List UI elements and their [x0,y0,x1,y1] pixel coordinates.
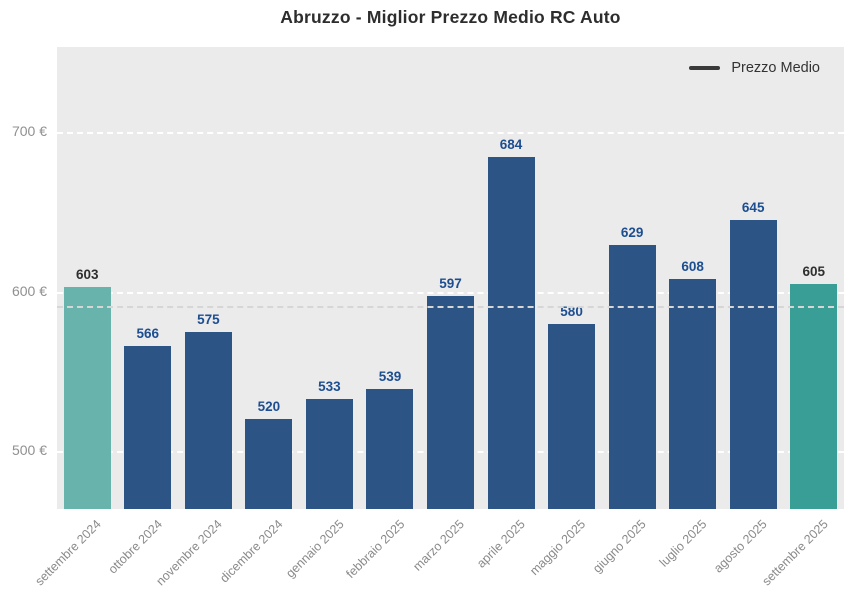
legend-line-icon [689,66,721,70]
bar-marzo-2025[interactable] [427,296,474,509]
bar-value-label: 608 [681,258,704,274]
bar-aprile-2025[interactable] [487,157,535,509]
x-axis-tick-label: marzo 2025 [410,517,468,574]
gridline-700 [57,131,844,134]
x-axis-tick-label: aprile 2025 [474,517,528,571]
x-axis-tick-label: novembre 2024 [153,517,226,589]
bar-settembre-2024[interactable] [63,286,111,509]
bar-value-label: 575 [197,311,220,327]
x-axis-tick-label: giugno 2025 [590,517,650,576]
legend-label: Prezzo Medio [731,60,820,76]
bar-value-label: 684 [499,137,523,153]
x-axis-tick-label: luglio 2025 [656,517,710,570]
average-price-dashed-line [57,305,844,308]
bar-settembre-2025[interactable] [790,283,838,509]
bar-luglio-2025[interactable] [669,278,717,509]
y-axis-tick-label: 600 € [11,282,47,299]
bar-value-label: 597 [439,276,462,292]
bar-novembre-2024[interactable] [184,331,232,509]
x-axis-tick-label: settembre 2024 [32,517,105,589]
bar-value-label: 645 [741,199,765,215]
x-axis-tick-label: maggio 2025 [527,517,589,579]
bar-ottobre-2024[interactable] [124,345,172,509]
x-axis-tick-label: agosto 2025 [711,517,771,576]
bar-value-label: 629 [620,225,644,241]
y-axis-tick-label: 700 € [11,122,47,139]
bar-agosto-2025[interactable] [729,219,777,509]
bar-value-label: 533 [318,378,341,394]
plot-area: 603 566 575 520 533 539 597 684 580 629 608 645 605 [57,47,844,509]
gridline-600 [57,291,844,294]
bar-maggio-2025[interactable] [548,323,596,509]
bar-giugno-2025[interactable] [608,245,656,509]
legend[interactable]: Prezzo Medio [689,60,820,76]
bar-value-label: 603 [76,266,99,282]
bar-gennaio-2025[interactable] [305,398,353,509]
x-axis-tick-label: febbraio 2025 [342,517,407,581]
chart-title: Abruzzo - Miglior Prezzo Medio RC Auto [280,7,621,27]
x-axis-tick-label: dicembre 2024 [217,517,286,586]
x-axis-tick-label: settembre 2025 [759,517,831,589]
x-axis-tick-label: gennaio 2025 [282,517,347,581]
bar-value-label: 520 [257,399,281,415]
bar-febbraio-2025[interactable] [366,389,414,509]
x-axis-tick-label: ottobre 2024 [105,517,165,577]
bar-value-label: 539 [378,369,402,385]
bar-value-label: 605 [802,263,825,279]
y-axis-tick-label: 500 € [11,442,47,459]
bar-dicembre-2024[interactable] [245,419,293,509]
bar-value-label: 566 [136,325,160,341]
